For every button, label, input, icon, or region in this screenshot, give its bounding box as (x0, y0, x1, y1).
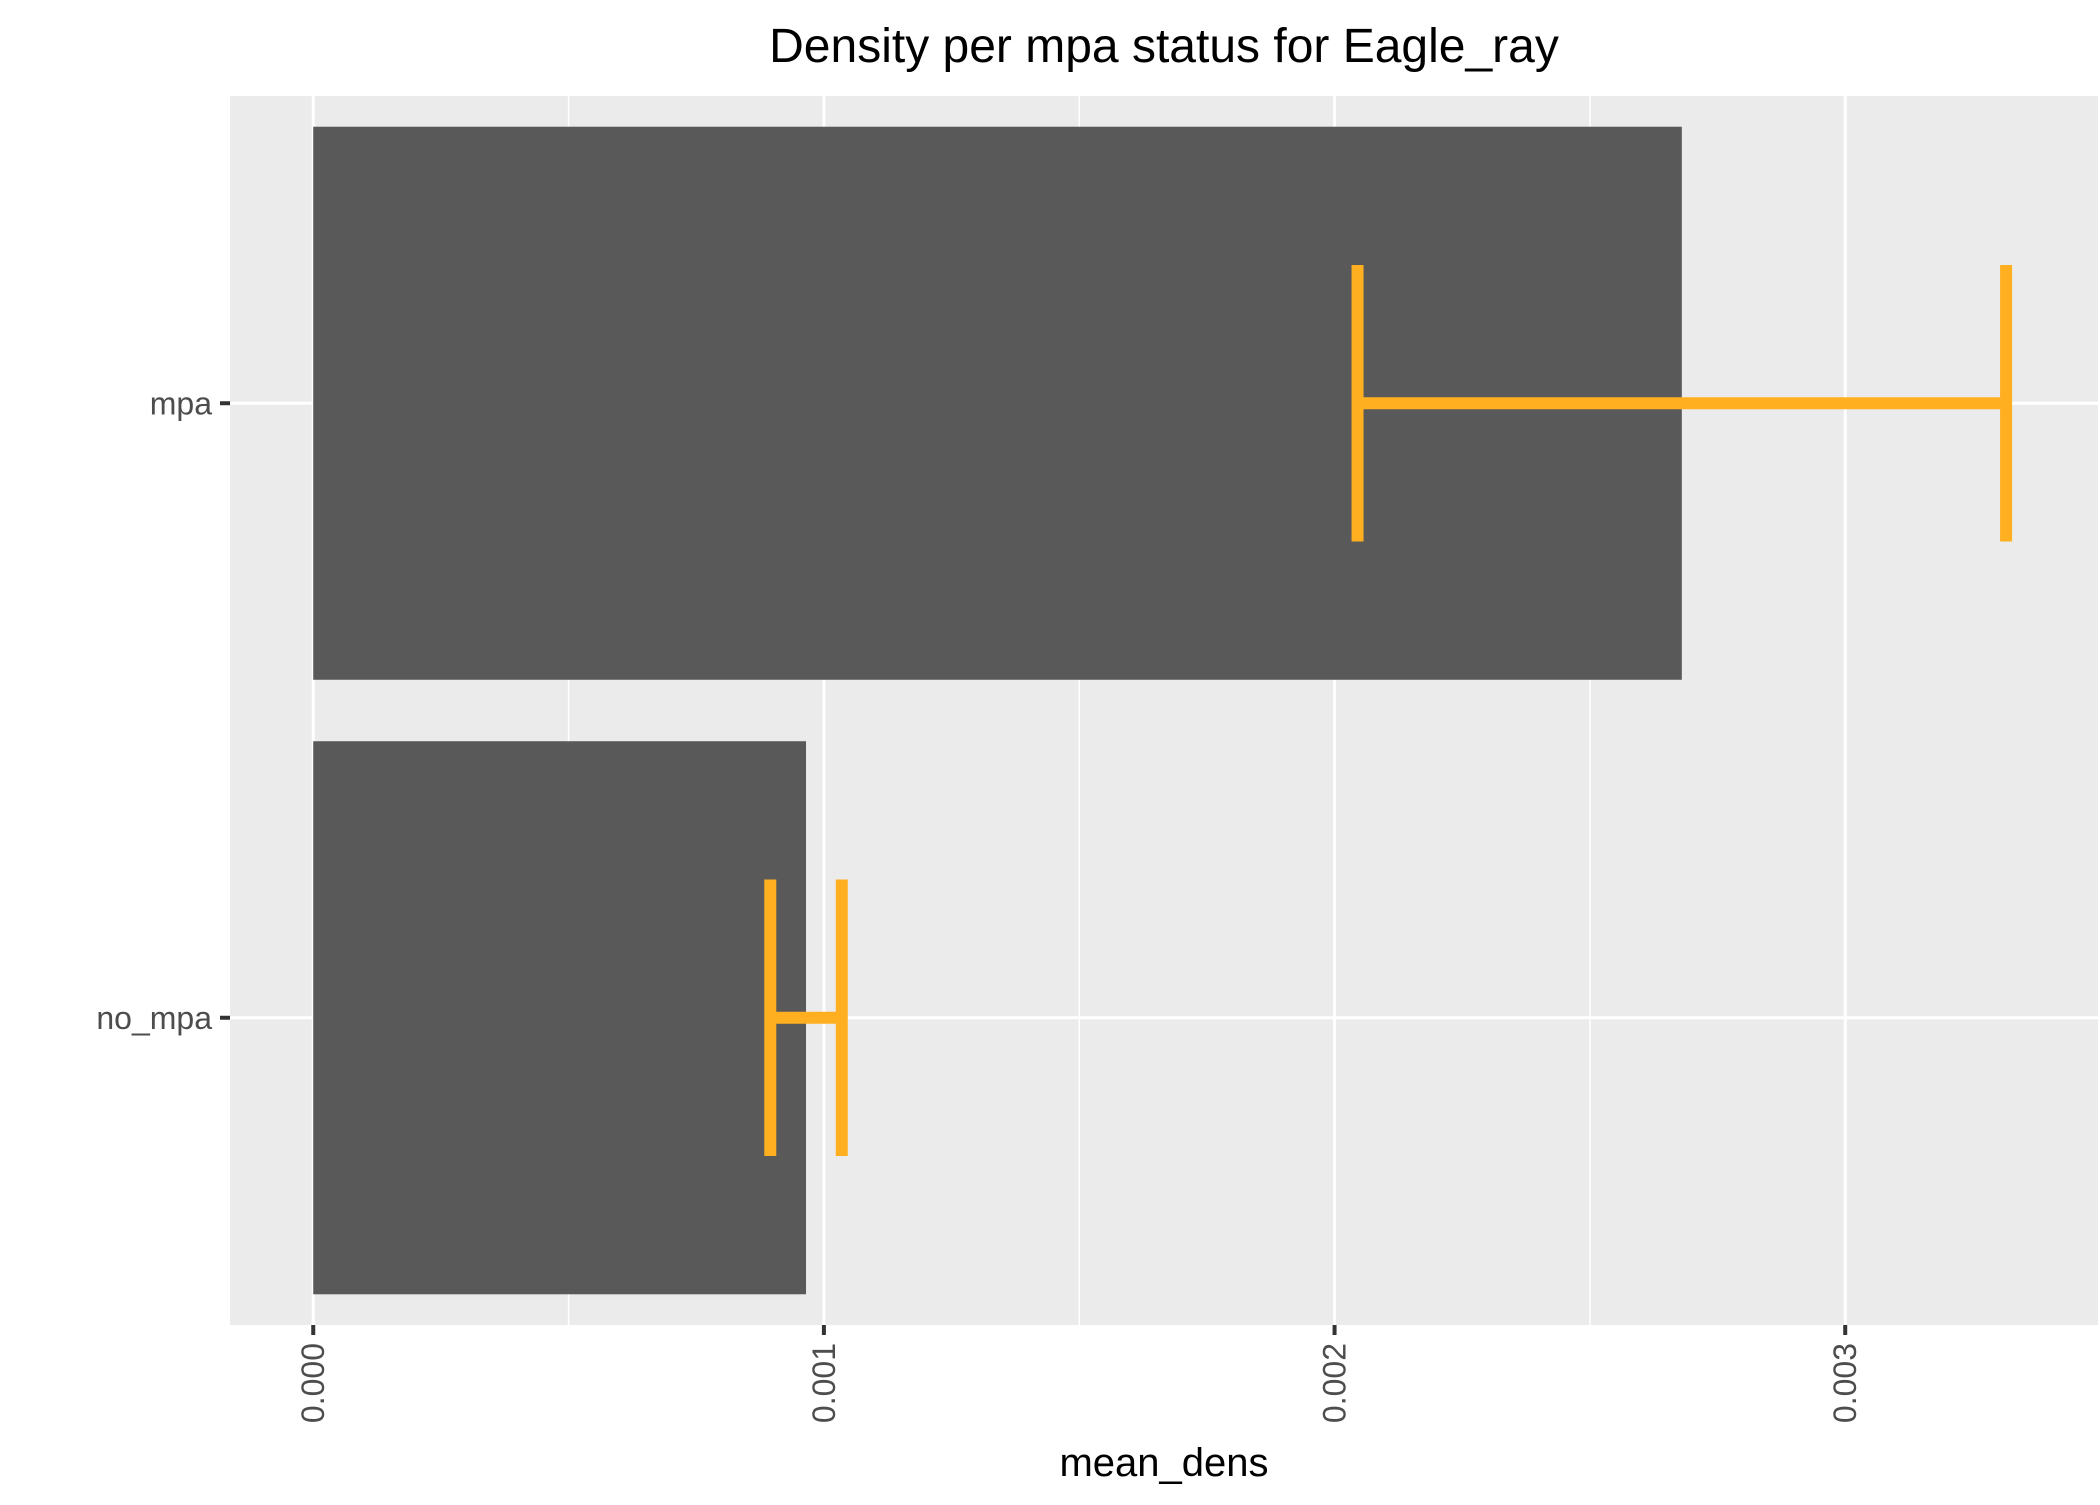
bar-no-mpa (313, 741, 807, 1295)
chart-title: Density per mpa status for Eagle_ray (769, 20, 1559, 73)
x-tick-label: 0.000 (295, 1343, 331, 1423)
y-tick-label: no_mpa (96, 1000, 212, 1036)
errorbar-no-mpa (764, 879, 848, 1157)
y-tick-label: mpa (150, 385, 212, 421)
x-tick-label: 0.002 (1317, 1343, 1353, 1423)
errorbar-mpa (1351, 264, 2013, 542)
x-tick-label: 0.001 (806, 1343, 842, 1423)
x-tick-label: 0.003 (1827, 1343, 1863, 1423)
x-axis-title: mean_dens (1059, 1441, 1268, 1485)
axis-layer: mpa no_mpa 0.000 0.001 0.002 0.003 (96, 385, 1863, 1423)
bars-layer (313, 126, 1682, 1295)
errorbars-layer (764, 264, 2013, 1157)
